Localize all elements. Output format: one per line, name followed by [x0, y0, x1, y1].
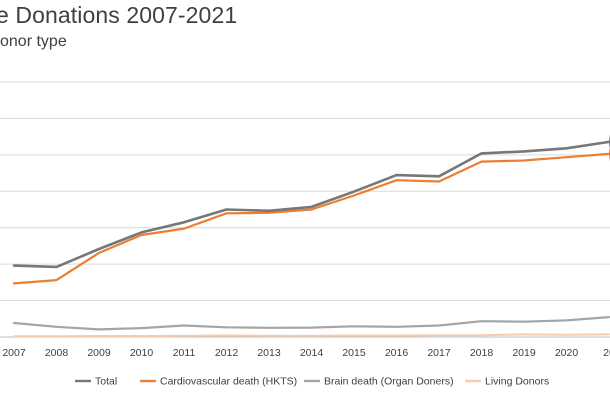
x-tick-label: 2013 — [257, 347, 281, 359]
x-tick-label: 2009 — [87, 347, 111, 359]
legend-label-living-donors: Living Donors — [485, 376, 549, 388]
legend: Total Cardiovascular death (HKTS) Brain de… — [75, 376, 549, 388]
x-tick-label: 2020 — [555, 347, 579, 359]
x-tick-label: 2010 — [130, 347, 154, 359]
legend-label-cardiovascular-death-hkts: Cardiovascular death (HKTS) — [160, 376, 297, 388]
x-tick-label: 2014 — [300, 347, 324, 359]
x-tick-label: 2016 — [385, 347, 409, 359]
legend-label-brain-death-organ-doners: Brain death (Organ Doners) — [324, 376, 454, 388]
series-line-living-donors — [13, 333, 610, 338]
x-tick-labels: 2007 2008 2009 2010 2011 2012 2013 2014 2015 2016… — [2, 347, 610, 359]
legend-label-total: Total — [95, 376, 117, 388]
series-line-cardiovascular-death-hkts — [12, 152, 610, 285]
x-tick-label: 2019 — [512, 347, 536, 359]
chart-title: e Donations 2007-2021 — [0, 2, 238, 28]
x-tick-label: 2011 — [173, 347, 196, 359]
x-tick-label: 2018 — [470, 347, 494, 359]
x-tick-label: 2015 — [342, 347, 366, 359]
series-group — [12, 140, 610, 338]
x-tick-label: 2008 — [45, 347, 69, 359]
series-line-brain-death-organ-doners — [12, 316, 610, 331]
chart-subtitle: onor type — [0, 33, 67, 50]
series-line-total — [12, 140, 610, 269]
x-tick-label: 2017 — [427, 347, 451, 359]
x-tick-label: 2012 — [215, 347, 239, 359]
x-tick-label: 2007 — [2, 347, 26, 359]
x-tick-label: 20 — [603, 347, 610, 359]
